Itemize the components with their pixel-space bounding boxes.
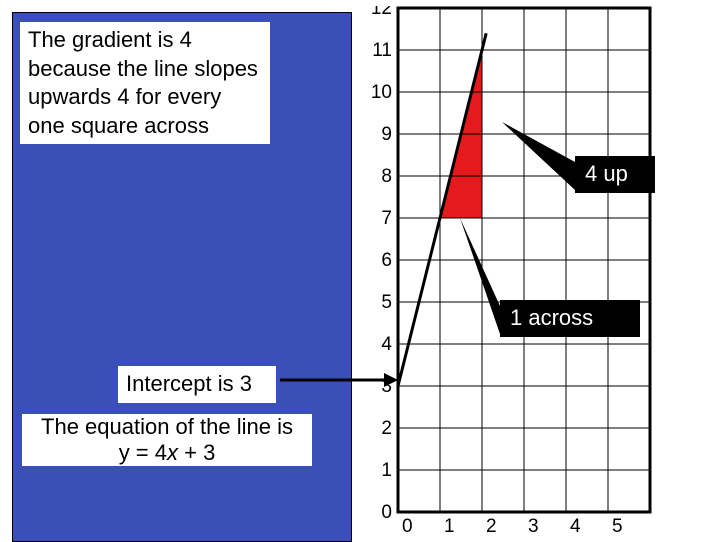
- equation-line1: The equation of the line is: [22, 414, 312, 440]
- chart-area: 01234560123456789101112: [370, 6, 652, 541]
- svg-text:8: 8: [381, 166, 392, 187]
- gradient-text: The gradient is 4 because the line slope…: [28, 27, 258, 138]
- svg-text:3: 3: [381, 376, 392, 397]
- svg-text:5: 5: [381, 292, 392, 313]
- svg-text:0: 0: [381, 502, 392, 523]
- chart-svg: 01234560123456789101112: [370, 6, 652, 536]
- svg-text:11: 11: [372, 40, 392, 61]
- intercept-label: Intercept is 3: [118, 366, 276, 403]
- svg-text:4: 4: [570, 516, 581, 536]
- svg-text:9: 9: [381, 124, 392, 145]
- svg-text:2: 2: [381, 418, 392, 439]
- svg-text:4: 4: [381, 334, 392, 355]
- svg-text:1: 1: [444, 516, 455, 536]
- callout-across-text: 1 across: [510, 305, 593, 330]
- svg-text:1: 1: [381, 460, 392, 481]
- equation-box: The equation of the line is y = 4x + 3: [22, 414, 312, 466]
- svg-text:2: 2: [486, 516, 497, 536]
- svg-text:10: 10: [371, 82, 392, 103]
- gradient-explanation: The gradient is 4 because the line slope…: [20, 22, 270, 144]
- svg-text:7: 7: [381, 208, 392, 229]
- svg-text:6: 6: [381, 250, 392, 271]
- svg-text:3: 3: [528, 516, 539, 536]
- callout-up: 4 up: [575, 156, 655, 193]
- svg-text:12: 12: [371, 6, 392, 19]
- callout-across: 1 across: [500, 300, 640, 337]
- svg-text:5: 5: [612, 516, 623, 536]
- callout-up-text: 4 up: [585, 161, 628, 186]
- svg-text:0: 0: [402, 516, 413, 536]
- intercept-text: Intercept is 3: [126, 371, 252, 396]
- equation-line2: y = 4x + 3: [22, 440, 312, 466]
